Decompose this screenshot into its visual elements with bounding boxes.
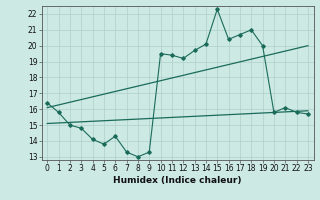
- X-axis label: Humidex (Indice chaleur): Humidex (Indice chaleur): [113, 176, 242, 185]
